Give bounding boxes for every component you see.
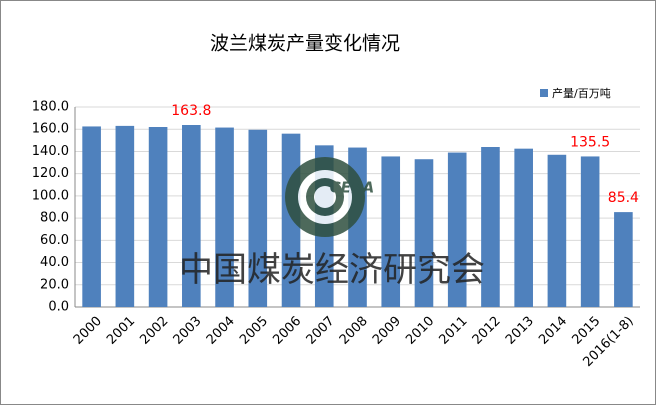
y-tick-label: 60.0 [40,233,69,248]
y-tick-label: 140.0 [32,144,69,159]
bar [115,125,135,307]
legend-label: 产量/百万吨 [552,86,611,100]
y-tick-label: 0.0 [48,300,69,315]
y-tick-label: 120.0 [32,166,69,181]
watermark: 中国煤炭经济研究会 [179,250,485,290]
y-tick-label: 100.0 [32,188,69,203]
bar [182,125,201,307]
y-tick-label: 80.0 [40,211,69,226]
chart-title: 波兰煤炭产量变化情况 [210,33,400,55]
legend-swatch [540,89,548,97]
bar [148,127,168,307]
data-label: 85.4 [608,190,639,206]
data-label: 135.5 [570,134,610,150]
bar [481,147,500,307]
bar [215,127,234,307]
y-tick-label: 180.0 [32,100,69,115]
bar [82,126,101,307]
bar [547,154,567,307]
bar [580,156,600,307]
y-tick-label: 160.0 [32,122,69,137]
y-tick-label: 40.0 [40,255,69,270]
logo: CERA [285,157,374,237]
bar [514,148,533,307]
bar [447,152,467,307]
bar [614,212,633,307]
bar [381,156,401,307]
logo-text: CERA [330,179,374,197]
bar [248,129,268,307]
bar [414,159,434,307]
y-tick-label: 20.0 [40,277,69,292]
logo-ring [314,186,336,208]
data-label: 163.8 [171,103,211,119]
